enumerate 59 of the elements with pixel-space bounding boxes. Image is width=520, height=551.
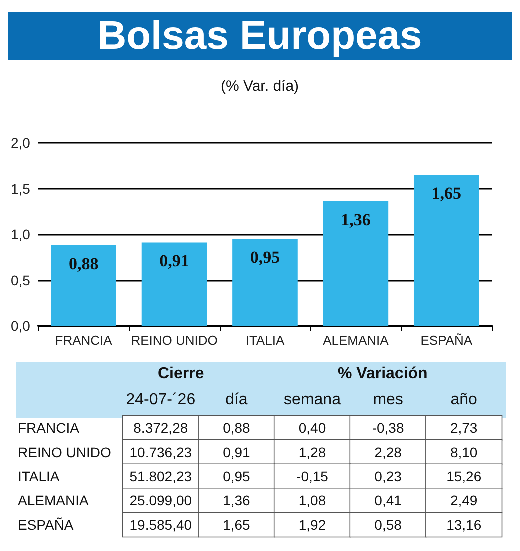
data-label: 51.802,23 [130, 468, 192, 484]
x-tick-label: semana [284, 392, 342, 408]
chart-subtitle: (% Var. día) [220, 78, 300, 95]
y-tick-label: 1,0 [10, 226, 31, 242]
data-label: 0,95 [250, 248, 280, 268]
data-label: 0,41 [374, 492, 402, 509]
x-tick-label: REINO UNIDO [131, 333, 218, 348]
bar [414, 175, 480, 326]
data-label: 15,26 [446, 468, 482, 484]
bar [51, 245, 116, 326]
data-label: 1,65 [223, 516, 251, 533]
x-tick-label: ITALIA [246, 333, 285, 348]
data-label: 10.736,23 [130, 444, 192, 460]
data-label: 8,10 [450, 444, 478, 460]
data-label: 1,28 [298, 444, 326, 460]
data-label: 19.585,40 [130, 516, 192, 533]
y-tick-label: FRANCIA [18, 420, 80, 436]
x-tick-label: ALEMANIA [323, 333, 390, 348]
y-tick-label: ALEMANIA [18, 492, 90, 509]
data-label: 0,88 [68, 254, 99, 274]
x-tick-label: año [450, 392, 478, 408]
y-tick-label: 0,0 [10, 318, 31, 334]
bar [323, 202, 389, 326]
data-label: 0,88 [223, 420, 251, 436]
data-label: 1,08 [298, 492, 326, 509]
data-label: 0,95 [223, 468, 251, 484]
bar [232, 239, 298, 326]
x-tick-label: día [226, 392, 248, 408]
text: % Variación [338, 366, 428, 382]
y-tick-label: 0,5 [10, 272, 31, 288]
data-label: 25.099,00 [130, 492, 192, 509]
data-label: 2,73 [450, 420, 478, 436]
x-tick-label: mes [373, 392, 404, 408]
data-label: 13,16 [446, 516, 482, 533]
data-label: 2,49 [450, 492, 478, 509]
data-label: 1,65 [432, 184, 462, 204]
data-label: 2,28 [374, 444, 402, 460]
data-label: 1,36 [223, 492, 251, 509]
chart-title: Bolsas Europeas [98, 14, 422, 58]
y-tick-label: 1,5 [10, 180, 31, 197]
data-label: 8.372,28 [134, 420, 188, 436]
x-tick-label: FRANCIA [55, 333, 113, 348]
bar [142, 242, 208, 326]
data-label: 0,91 [160, 252, 190, 271]
x-tick-label: 24-07-´26 [126, 392, 196, 408]
data-label: 0,58 [374, 516, 402, 533]
data-label: 0,23 [374, 468, 402, 484]
x-tick-label: ESPAÑA [420, 333, 473, 348]
data-label: 1,36 [341, 210, 371, 230]
y-tick-label: ESPAÑA [18, 516, 74, 533]
data-label: -0,15 [296, 468, 329, 484]
data-label: 0,91 [223, 444, 251, 460]
y-tick-label: 2,0 [10, 135, 31, 151]
y-tick-label: REINO UNIDO [18, 444, 112, 460]
data-label: -0,38 [372, 420, 404, 436]
text: Cierre [158, 366, 204, 382]
data-label: 0,40 [298, 420, 326, 436]
y-tick-label: ITALIA [18, 468, 60, 484]
data-label: 1,92 [298, 516, 326, 533]
